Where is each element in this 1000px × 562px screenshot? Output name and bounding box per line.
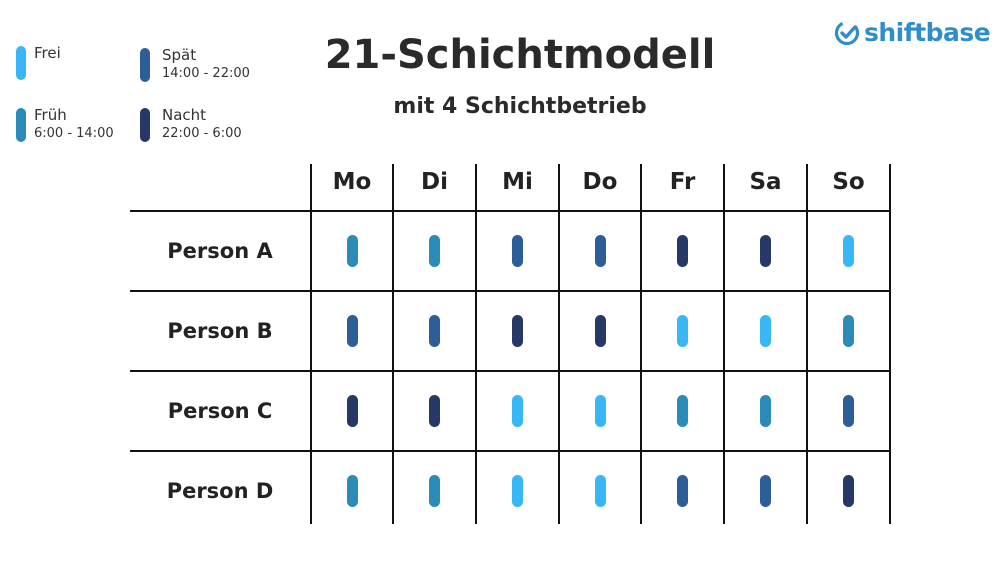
logo-wordmark: shiftbase (864, 18, 991, 47)
shift-marker-spaet (346, 315, 358, 347)
legend-time: 22:00 - 6:00 (162, 126, 242, 141)
shift-marker-frei (512, 475, 523, 507)
table-column-divider (558, 164, 560, 524)
shift-marker-spaet (429, 315, 440, 347)
shift-marker-spaet (843, 395, 854, 427)
table-cell (311, 371, 393, 451)
shift-marker-nacht (843, 475, 854, 507)
shift-marker-spaet (512, 235, 523, 267)
shift-marker-nacht (429, 395, 440, 427)
person-label: Person A (167, 239, 273, 263)
legend-label: Nacht (162, 106, 207, 124)
legend-swatch-nacht (140, 108, 150, 142)
table-cell (724, 451, 807, 531)
table-cell (724, 371, 807, 451)
table-column-divider (889, 164, 891, 524)
shift-marker-spaet (594, 235, 606, 267)
table-cell (559, 451, 641, 531)
shift-marker-frueh (429, 475, 440, 507)
shift-marker-frei (512, 395, 523, 427)
table-cell (807, 451, 890, 531)
shift-marker-spaet (677, 475, 688, 507)
brand-logo: shiftbase (834, 18, 991, 47)
table-cell (393, 371, 476, 451)
table-column-divider (392, 164, 394, 524)
table-cell (311, 291, 393, 371)
table-cell (476, 291, 559, 371)
table-column-divider (640, 164, 642, 524)
table-cell (559, 211, 641, 291)
shift-marker-nacht (512, 315, 523, 347)
table-cell (559, 291, 641, 371)
shift-marker-frei (594, 475, 606, 507)
table-row-divider (130, 370, 890, 372)
shift-marker-nacht (594, 315, 606, 347)
legend-label: Früh (34, 106, 67, 124)
day-header-di: Di (421, 169, 448, 195)
table-cell (393, 291, 476, 371)
table-column-divider (723, 164, 725, 524)
legend-swatch-frei (16, 46, 26, 80)
table-cell (393, 211, 476, 291)
diagram-title: 21-Schichtmodell (324, 32, 716, 78)
shift-marker-frueh (843, 315, 854, 347)
shift-marker-frei (843, 235, 854, 267)
table-cell (311, 451, 393, 531)
table-cell (641, 211, 724, 291)
legend-time: 14:00 - 22:00 (162, 66, 250, 81)
shift-marker-frei (760, 315, 771, 347)
shift-marker-nacht (677, 235, 688, 267)
day-header-sa: Sa (749, 169, 782, 195)
shift-marker-nacht (760, 235, 771, 267)
table-cell (641, 371, 724, 451)
person-label: Person C (167, 399, 273, 423)
shift-marker-spaet (760, 475, 771, 507)
shift-marker-frei (677, 315, 688, 347)
table-cell (311, 211, 393, 291)
legend-label: Frei (34, 44, 61, 62)
table-cell (807, 291, 890, 371)
table-row-divider (130, 210, 890, 212)
person-label: Person D (166, 479, 274, 503)
person-label: Person B (167, 319, 273, 343)
table-cell (724, 291, 807, 371)
shift-marker-frueh (677, 395, 688, 427)
table-column-divider (806, 164, 808, 524)
shift-marker-frueh (346, 475, 358, 507)
table-cell (807, 211, 890, 291)
shift-marker-nacht (346, 395, 358, 427)
table-cell (807, 371, 890, 451)
table-cell (724, 211, 807, 291)
table-row-divider (130, 290, 890, 292)
table-cell (476, 211, 559, 291)
day-header-so: So (832, 169, 865, 195)
table-cell (559, 371, 641, 451)
table-cell (641, 291, 724, 371)
shift-marker-frueh (346, 235, 358, 267)
table-cell (476, 371, 559, 451)
shift-marker-frueh (760, 395, 771, 427)
table-column-divider (310, 164, 312, 524)
legend-time: 6:00 - 14:00 (34, 126, 114, 141)
table-cell (641, 451, 724, 531)
day-header-do: Do (582, 169, 618, 195)
table-cell (476, 451, 559, 531)
table-cell (393, 451, 476, 531)
table-row-divider (130, 450, 890, 452)
day-header-mi: Mi (502, 169, 533, 195)
legend-swatch-spaet (140, 48, 150, 82)
legend-label: Spät (162, 46, 197, 64)
shift-marker-frei (594, 395, 606, 427)
check-circle-icon (834, 20, 860, 45)
shift-marker-frueh (429, 235, 440, 267)
legend-swatch-frueh (16, 108, 26, 142)
table-column-divider (475, 164, 477, 524)
day-header-fr: Fr (669, 169, 696, 195)
diagram-subtitle: mit 4 Schichtbetrieb (393, 94, 647, 119)
day-header-mo: Mo (332, 169, 372, 195)
